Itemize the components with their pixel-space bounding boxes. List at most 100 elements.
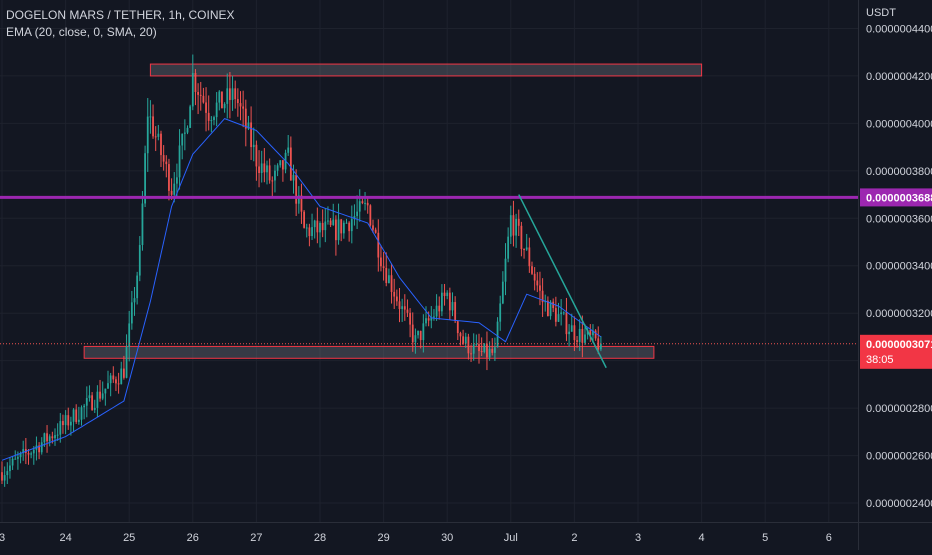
candle-body-58 bbox=[155, 136, 157, 137]
last-price-label: 0.0000003071 bbox=[866, 339, 932, 351]
candle-body-12 bbox=[33, 450, 35, 454]
candle-body-207 bbox=[550, 302, 552, 316]
candle-body-60 bbox=[160, 134, 162, 155]
candle-body-30 bbox=[81, 407, 83, 420]
hline-price-label: 0.0000003688 bbox=[866, 192, 932, 204]
candle-body-49 bbox=[131, 302, 133, 323]
price-tick-label-0: 0.0000004400 bbox=[866, 23, 932, 35]
candle-body-149 bbox=[396, 297, 398, 302]
candle-body-52 bbox=[139, 245, 141, 276]
price-tick-label-8: 0.0000002800 bbox=[866, 403, 932, 415]
time-tick-label-3: 26 bbox=[187, 532, 199, 544]
candle-body-102 bbox=[271, 180, 273, 181]
candle-body-138 bbox=[367, 203, 369, 205]
candle-body-211 bbox=[560, 312, 562, 314]
candle-body-106 bbox=[282, 160, 284, 169]
candle-body-194 bbox=[515, 219, 517, 236]
candle-body-92 bbox=[245, 109, 247, 129]
candle-body-6 bbox=[17, 457, 19, 459]
price-tick-label-2: 0.0000004000 bbox=[866, 118, 932, 130]
candle-body-150 bbox=[399, 301, 401, 309]
candle-body-61 bbox=[163, 155, 165, 162]
candle-body-94 bbox=[250, 122, 252, 147]
candle-body-184 bbox=[489, 349, 491, 357]
candle-body-31 bbox=[83, 406, 85, 408]
candle-body-166 bbox=[441, 293, 443, 312]
candle-body-196 bbox=[521, 226, 523, 249]
candle-body-118 bbox=[314, 221, 316, 228]
candle-body-81 bbox=[216, 103, 218, 118]
candle-body-46 bbox=[123, 369, 125, 378]
candle-body-85 bbox=[226, 88, 228, 104]
candle-body-23 bbox=[62, 421, 64, 425]
zone-0 bbox=[150, 64, 701, 76]
candle-body-53 bbox=[142, 203, 144, 245]
candle-body-216 bbox=[574, 325, 576, 340]
candle-body-157 bbox=[417, 331, 419, 335]
candle-body-188 bbox=[499, 303, 501, 321]
price-tick-label-5: 0.0000003400 bbox=[866, 261, 932, 273]
candle-body-15 bbox=[41, 442, 43, 452]
candle-body-109 bbox=[290, 148, 292, 181]
candle-body-19 bbox=[51, 436, 53, 438]
candle-body-160 bbox=[425, 318, 427, 323]
candle-body-0 bbox=[1, 472, 3, 480]
candle-body-47 bbox=[126, 347, 128, 378]
time-tick-label-10: 3 bbox=[635, 532, 641, 544]
candle-body-214 bbox=[568, 332, 570, 334]
candle-body-167 bbox=[444, 293, 446, 296]
candle-body-161 bbox=[428, 318, 430, 320]
candle-body-32 bbox=[86, 398, 88, 406]
candle-body-129 bbox=[343, 223, 345, 234]
candle-body-213 bbox=[566, 312, 568, 334]
candle-body-190 bbox=[505, 259, 507, 282]
candle-body-164 bbox=[436, 306, 438, 317]
candle-body-17 bbox=[46, 433, 48, 441]
chart-legend: DOGELON MARS / TETHER, 1h, COINEX EMA (2… bbox=[6, 7, 235, 41]
candle-body-67 bbox=[179, 145, 181, 177]
candle-body-182 bbox=[483, 344, 485, 352]
time-tick-label-0: 3 bbox=[0, 532, 5, 544]
candle-body-116 bbox=[309, 227, 311, 236]
time-tick-label-4: 27 bbox=[250, 532, 262, 544]
candle-body-69 bbox=[184, 133, 186, 134]
symbol-title[interactable]: DOGELON MARS / TETHER, 1h, COINEX bbox=[6, 7, 235, 24]
time-tick-label-2: 25 bbox=[123, 532, 135, 544]
price-axis[interactable]: USDT0.00000044000.00000042000.0000004000… bbox=[859, 0, 932, 550]
candle-body-4 bbox=[12, 459, 14, 466]
countdown-label: 38:05 bbox=[866, 354, 894, 366]
candle-body-88 bbox=[234, 88, 236, 99]
candle-body-217 bbox=[576, 340, 578, 342]
candle-body-103 bbox=[274, 171, 276, 181]
candle-body-101 bbox=[269, 165, 271, 180]
candle-body-177 bbox=[470, 353, 472, 354]
time-tick-label-11: 4 bbox=[699, 532, 705, 544]
candle-body-37 bbox=[99, 392, 101, 399]
candle-body-21 bbox=[57, 435, 59, 436]
candle-body-63 bbox=[168, 164, 170, 191]
candle-body-218 bbox=[579, 329, 581, 342]
candle-body-16 bbox=[44, 433, 46, 442]
price-tick-label-10: 0.0000002400 bbox=[866, 498, 932, 510]
candle-body-117 bbox=[311, 227, 313, 236]
candle-body-20 bbox=[54, 435, 56, 438]
candle-body-210 bbox=[558, 314, 560, 322]
trendline bbox=[519, 195, 606, 368]
candle-body-71 bbox=[189, 106, 191, 127]
indicator-title[interactable]: EMA (20, close, 0, SMA, 20) bbox=[6, 24, 235, 41]
time-tick-label-8: Jul bbox=[504, 532, 518, 544]
candle-body-42 bbox=[112, 375, 114, 379]
candle-body-226 bbox=[600, 344, 602, 349]
candle-body-115 bbox=[306, 227, 308, 228]
candle-body-84 bbox=[224, 104, 226, 108]
candle-body-39 bbox=[104, 389, 106, 394]
candle-body-99 bbox=[263, 163, 265, 172]
candle-body-75 bbox=[200, 95, 202, 96]
candle-body-195 bbox=[518, 219, 520, 226]
candle-body-185 bbox=[491, 349, 493, 353]
candle-body-197 bbox=[523, 249, 525, 250]
candle-body-168 bbox=[446, 293, 448, 296]
